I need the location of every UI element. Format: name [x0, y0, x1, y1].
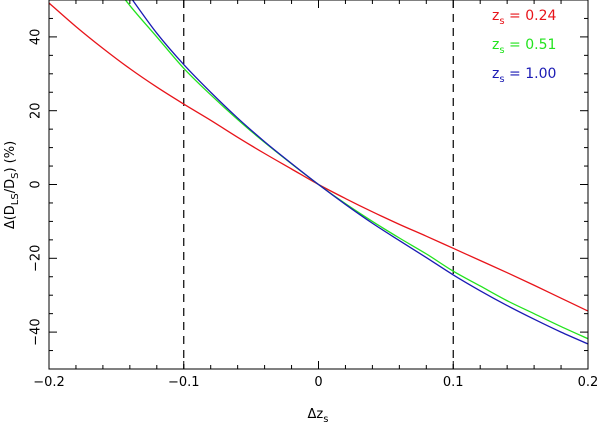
- legend-entry-2: zs = 0.51: [492, 37, 556, 56]
- y-tick-label: −20: [29, 245, 44, 272]
- reference-lines: [183, 0, 454, 369]
- y-axis-label: Δ(DLS/DS) (%): [3, 141, 21, 229]
- x-tick-label: 0: [314, 375, 322, 390]
- x-tick-label: 0.1: [443, 375, 464, 390]
- legend: zs = 0.24 zs = 0.51 zs = 1.00: [492, 8, 556, 85]
- x-axis-label: Δzs: [308, 407, 329, 425]
- series-line-3: [131, 0, 588, 345]
- y-tick-label: 20: [29, 102, 44, 119]
- series-lines: [49, 0, 588, 345]
- x-tick-label: 0.2: [578, 375, 599, 390]
- legend-entry-1: zs = 0.24: [492, 8, 556, 27]
- y-tick-label: 0: [29, 180, 44, 188]
- y-tick-label: 40: [29, 29, 44, 46]
- legend-entry-3: zs = 1.00: [492, 66, 556, 85]
- y-tick-label: −40: [29, 318, 44, 345]
- x-tick-labels: −0.2 −0.1 0 0.1 0.2: [33, 375, 598, 390]
- x-tick-label: −0.1: [168, 375, 200, 390]
- y-tick-labels: −40 −20 0 20 40: [29, 29, 44, 346]
- axis-ticks: [48, 0, 589, 370]
- x-tick-label: −0.2: [33, 375, 65, 390]
